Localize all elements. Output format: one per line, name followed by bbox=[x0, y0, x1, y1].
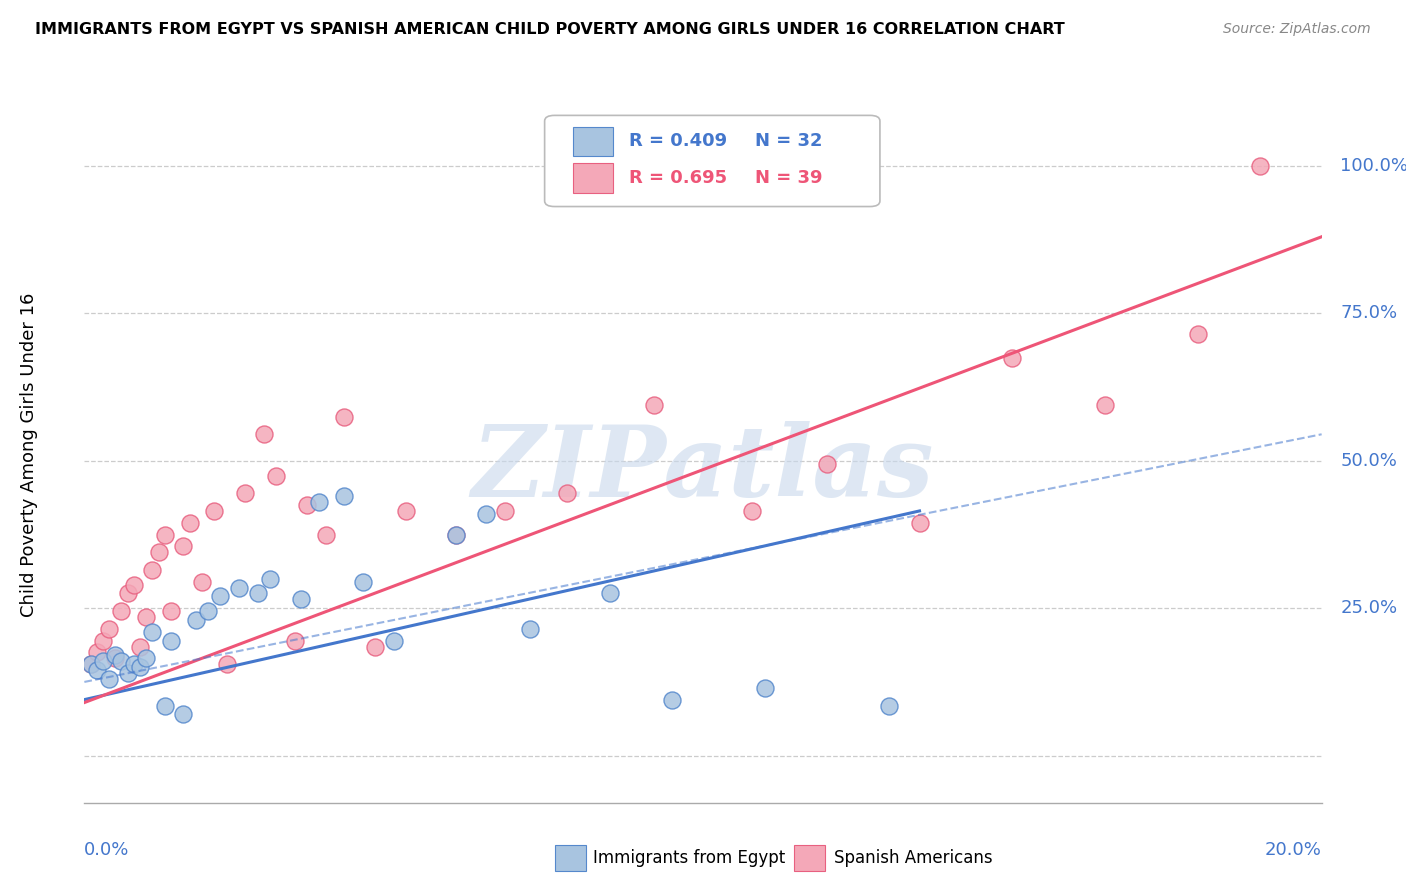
Point bbox=[246, 586, 269, 600]
Text: 0.0%: 0.0% bbox=[84, 841, 129, 859]
Point bbox=[104, 648, 127, 663]
Point bbox=[333, 409, 356, 424]
Text: R = 0.409: R = 0.409 bbox=[628, 132, 727, 150]
Point bbox=[122, 657, 145, 672]
Text: N = 39: N = 39 bbox=[755, 169, 823, 187]
Point bbox=[135, 610, 157, 624]
Point bbox=[364, 640, 387, 654]
Point bbox=[284, 633, 307, 648]
Point bbox=[475, 507, 498, 521]
Point bbox=[104, 651, 127, 665]
Point bbox=[295, 498, 318, 512]
Point bbox=[129, 660, 152, 674]
Point bbox=[110, 604, 132, 618]
Point bbox=[519, 622, 541, 636]
Point bbox=[202, 504, 225, 518]
Point bbox=[555, 486, 578, 500]
Point bbox=[228, 581, 250, 595]
Point bbox=[91, 633, 114, 648]
Point bbox=[599, 586, 621, 600]
Point bbox=[259, 572, 281, 586]
Text: ZIPatlas: ZIPatlas bbox=[472, 421, 934, 517]
Text: 50.0%: 50.0% bbox=[1340, 452, 1398, 470]
Point bbox=[253, 427, 276, 442]
Text: Child Poverty Among Girls Under 16: Child Poverty Among Girls Under 16 bbox=[20, 293, 38, 617]
Text: N = 32: N = 32 bbox=[755, 132, 823, 150]
Point bbox=[86, 663, 108, 677]
Bar bbox=[574, 127, 613, 156]
Text: 25.0%: 25.0% bbox=[1340, 599, 1398, 617]
Text: Spanish Americans: Spanish Americans bbox=[834, 849, 993, 867]
Point bbox=[86, 645, 108, 659]
Point bbox=[98, 622, 121, 636]
Point bbox=[172, 539, 194, 553]
Point bbox=[661, 692, 683, 706]
Point bbox=[79, 657, 101, 672]
Point bbox=[333, 489, 356, 503]
Point bbox=[172, 707, 194, 722]
Text: IMMIGRANTS FROM EGYPT VS SPANISH AMERICAN CHILD POVERTY AMONG GIRLS UNDER 16 COR: IMMIGRANTS FROM EGYPT VS SPANISH AMERICA… bbox=[35, 22, 1064, 37]
Point bbox=[815, 457, 838, 471]
Text: 100.0%: 100.0% bbox=[1340, 157, 1406, 175]
Point bbox=[877, 698, 900, 713]
Point bbox=[122, 577, 145, 591]
Point bbox=[179, 516, 201, 530]
Point bbox=[444, 527, 467, 541]
Text: Immigrants from Egypt: Immigrants from Egypt bbox=[593, 849, 786, 867]
Point bbox=[153, 698, 176, 713]
Point bbox=[153, 527, 176, 541]
Point bbox=[141, 624, 163, 639]
Point bbox=[315, 527, 337, 541]
Text: 75.0%: 75.0% bbox=[1340, 304, 1398, 322]
Point bbox=[1001, 351, 1024, 365]
Point bbox=[494, 504, 516, 518]
Point bbox=[135, 651, 157, 665]
Point bbox=[908, 516, 931, 530]
Point bbox=[754, 681, 776, 695]
Point bbox=[148, 545, 170, 559]
Point bbox=[1187, 326, 1209, 341]
Point bbox=[352, 574, 374, 589]
Point bbox=[741, 504, 763, 518]
Point bbox=[209, 590, 232, 604]
Point bbox=[184, 613, 207, 627]
Point bbox=[382, 633, 405, 648]
FancyBboxPatch shape bbox=[544, 115, 880, 207]
Point bbox=[160, 604, 183, 618]
Text: R = 0.695: R = 0.695 bbox=[628, 169, 727, 187]
Point bbox=[91, 654, 114, 668]
Point bbox=[197, 604, 219, 618]
Point bbox=[643, 398, 665, 412]
Point bbox=[290, 592, 312, 607]
Point bbox=[79, 657, 101, 672]
Point bbox=[117, 586, 139, 600]
Point bbox=[160, 633, 183, 648]
Point bbox=[117, 666, 139, 681]
Point bbox=[110, 654, 132, 668]
Text: Source: ZipAtlas.com: Source: ZipAtlas.com bbox=[1223, 22, 1371, 37]
Point bbox=[191, 574, 214, 589]
Point bbox=[215, 657, 238, 672]
Point bbox=[98, 672, 121, 686]
Text: 20.0%: 20.0% bbox=[1265, 841, 1322, 859]
Point bbox=[444, 527, 467, 541]
Point bbox=[129, 640, 152, 654]
Point bbox=[395, 504, 418, 518]
Point bbox=[308, 495, 330, 509]
Point bbox=[264, 468, 287, 483]
Point bbox=[1249, 159, 1271, 173]
Point bbox=[141, 563, 163, 577]
Bar bbox=[574, 163, 613, 193]
Point bbox=[233, 486, 256, 500]
Point bbox=[1094, 398, 1116, 412]
